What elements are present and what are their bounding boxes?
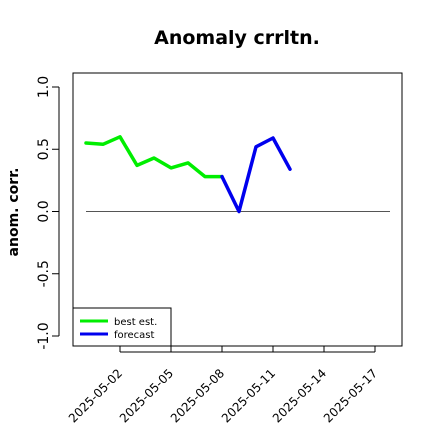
series-line-best-est (84, 135, 224, 179)
series-layer (84, 135, 390, 214)
legend: best est. forecast (72, 307, 172, 347)
x-tick-label: 2025-05-17 (321, 366, 380, 425)
y-tick-label: -1.0 (36, 322, 52, 349)
x-tick-label: 2025-05-14 (270, 366, 329, 425)
series-line-forecast (220, 136, 292, 214)
chart-title: Anomaly crrltn. (154, 27, 320, 49)
x-tick-label: 2025-05-05 (117, 366, 176, 425)
legend-label-best-est: best est. (114, 317, 157, 328)
y-tick-label: -0.5 (36, 260, 52, 287)
x-tick-label: 2025-05-11 (219, 366, 278, 425)
legend-label-forecast: forecast (114, 330, 155, 341)
y-tick-label: 1.0 (36, 76, 52, 98)
y-tick-label: 0.0 (36, 200, 52, 222)
x-tick-label: 2025-05-02 (66, 366, 125, 425)
plot-area (72, 72, 403, 347)
axes: -1.0-0.50.00.51.02025-05-022025-05-05202… (36, 76, 380, 426)
y-axis-label: anom. corr. (6, 168, 22, 257)
x-tick-label: 2025-05-08 (168, 366, 227, 425)
legend-box (72, 307, 172, 347)
y-tick-label: 0.5 (36, 138, 52, 160)
